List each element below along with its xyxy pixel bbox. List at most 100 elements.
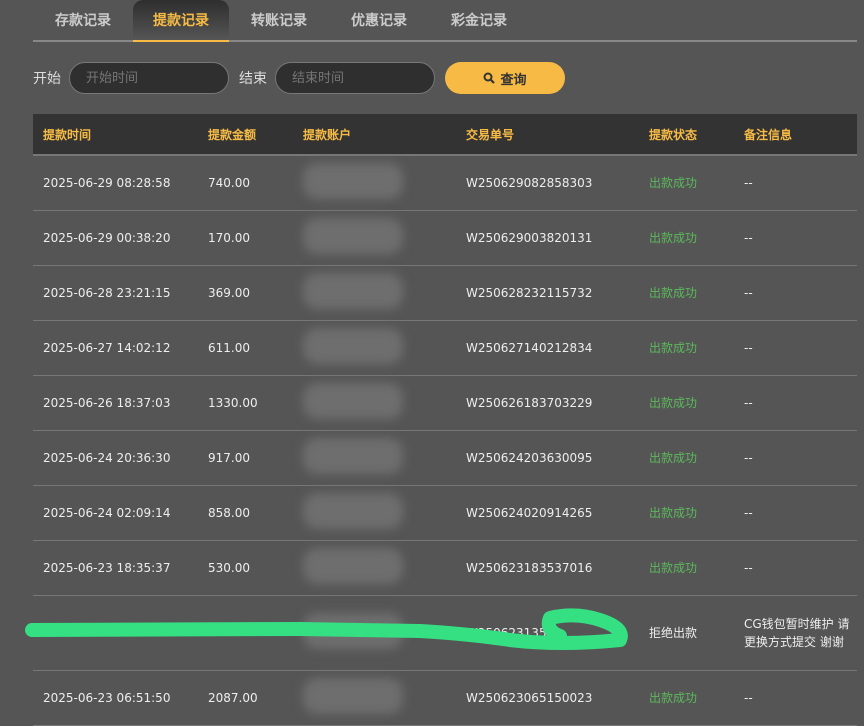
table-row: 2025-06-24 02:09:14 858.00 W25062402091426… — [33, 485, 857, 541]
cell-note: -- — [734, 210, 857, 266]
cell-time: 2025-06-23 06:51:50 — [33, 670, 198, 726]
cell-note: -- — [734, 485, 857, 541]
account-blurred — [293, 540, 456, 596]
blurred-account — [303, 218, 403, 254]
cell-amount — [198, 595, 293, 671]
cell-amount: 917.00 — [198, 430, 293, 486]
cell-order: W250626183703229 — [456, 375, 639, 431]
account-blurred — [293, 485, 456, 541]
cell-time: 2025-06-29 00:38:20 — [33, 210, 198, 266]
filter-bar: 开始 结束 查询 — [33, 62, 565, 94]
end-label: 结束 — [239, 71, 267, 87]
cell-amount: 611.00 — [198, 320, 293, 376]
cell-time: 2025-06-23 18:35:37 — [33, 540, 198, 596]
cell-note: -- — [734, 540, 857, 596]
cell-order: W250628232115732 — [456, 265, 639, 321]
account-blurred — [293, 265, 456, 321]
account-blurred — [293, 155, 456, 211]
cell-time: 2025-06-24 20:36:30 — [33, 430, 198, 486]
start-time-input[interactable] — [69, 62, 229, 94]
cell-status: 出款成功 — [639, 155, 734, 211]
cell-note: -- — [734, 265, 857, 321]
cell-status: 出款成功 — [639, 375, 734, 431]
cell-amount: 369.00 — [198, 265, 293, 321]
table-row: 2025-06-28 23:21:15 369.00 W25062823211573… — [33, 265, 857, 321]
cell-order: W250627140212834 — [456, 320, 639, 376]
account-blurred — [293, 320, 456, 376]
cell-order: W250624203630095 — [456, 430, 639, 486]
cell-time — [33, 595, 198, 671]
record-tabs: 存款记录 提款记录 转账记录 优惠记录 彩金记录 — [33, 0, 857, 42]
cell-note: -- — [734, 320, 857, 376]
account-blurred — [293, 210, 456, 266]
table-row: 2025-06-29 08:28:58 740.00 W25062908285830… — [33, 155, 857, 211]
column-header: 提款金额 — [198, 114, 293, 156]
cell-status: 拒绝出款 — [639, 595, 734, 671]
account-blurred — [293, 595, 456, 671]
cell-time: 2025-06-26 18:37:03 — [33, 375, 198, 431]
cell-order: W250629003820131 — [456, 210, 639, 266]
cell-order: W250624020914265 — [456, 485, 639, 541]
query-button[interactable]: 查询 — [445, 62, 565, 94]
tab-0[interactable]: 存款记录 — [55, 13, 111, 29]
tab-2[interactable]: 转账记录 — [251, 13, 307, 29]
account-blurred — [293, 670, 456, 726]
cell-time: 2025-06-27 14:02:12 — [33, 320, 198, 376]
table-row: W2506231354 拒绝出款 CG钱包暂时维护 请更换方式提交 谢谢 — [33, 595, 857, 671]
cell-time: 2025-06-29 08:28:58 — [33, 155, 198, 211]
column-header: 备注信息 — [734, 114, 857, 156]
blurred-account — [303, 613, 403, 649]
start-label: 开始 — [33, 71, 61, 87]
cell-note: CG钱包暂时维护 请更换方式提交 谢谢 — [734, 595, 857, 671]
cell-time: 2025-06-28 23:21:15 — [33, 265, 198, 321]
table-row: 2025-06-24 20:36:30 917.00 W25062420363009… — [33, 430, 857, 486]
cell-amount: 530.00 — [198, 540, 293, 596]
blurred-account — [303, 273, 403, 309]
blurred-account — [303, 383, 403, 419]
account-blurred — [293, 430, 456, 486]
cell-amount: 2087.00 — [198, 670, 293, 726]
column-header: 提款时间 — [33, 114, 198, 156]
table-row: 2025-06-23 18:35:37 530.00 W25062318353701… — [33, 540, 857, 596]
table-row: 2025-06-29 00:38:20 170.00 W25062900382013… — [33, 210, 857, 266]
cell-status: 出款成功 — [639, 540, 734, 596]
cell-note: -- — [734, 375, 857, 431]
tab-3[interactable]: 优惠记录 — [351, 13, 407, 29]
blurred-account — [303, 493, 403, 529]
column-header: 提款状态 — [639, 114, 734, 156]
cell-amount: 170.00 — [198, 210, 293, 266]
cell-status: 出款成功 — [639, 210, 734, 266]
tab-4[interactable]: 彩金记录 — [451, 13, 507, 29]
search-icon — [483, 72, 496, 84]
cell-order: W250629082858303 — [456, 155, 639, 211]
blurred-account — [303, 328, 403, 364]
query-label: 查询 — [500, 71, 527, 87]
column-header: 交易单号 — [456, 114, 639, 156]
cell-note: -- — [734, 670, 857, 726]
account-blurred — [293, 375, 456, 431]
blurred-account — [303, 438, 403, 474]
column-header: 提款账户 — [293, 114, 456, 156]
blurred-account — [303, 163, 403, 200]
table-row: 2025-06-23 06:51:50 2087.00 W2506230651500… — [33, 670, 857, 726]
cell-note: -- — [734, 430, 857, 486]
cell-amount: 1330.00 — [198, 375, 293, 431]
table-row: 2025-06-26 18:37:03 1330.00 W2506261837032… — [33, 375, 857, 431]
cell-amount: 858.00 — [198, 485, 293, 541]
cell-order: W2506231354 — [456, 595, 639, 671]
cell-order: W250623183537016 — [456, 540, 639, 596]
end-time-input[interactable] — [275, 62, 435, 94]
table-row: 2025-06-27 14:02:12 611.00 W25062714021283… — [33, 320, 857, 376]
cell-status: 出款成功 — [639, 670, 734, 726]
cell-status: 出款成功 — [639, 265, 734, 321]
cell-time: 2025-06-24 02:09:14 — [33, 485, 198, 541]
tab-1[interactable]: 提款记录 — [133, 0, 229, 42]
cell-order: W250623065150023 — [456, 670, 639, 726]
blurred-account — [303, 678, 403, 714]
withdrawal-table: 提款时间 提款金额 提款账户 交易单号 提款状态 备注信息 2025-06-29 08:2… — [33, 114, 857, 726]
blurred-account — [303, 548, 403, 584]
cell-note: -- — [734, 155, 857, 211]
cell-status: 出款成功 — [639, 485, 734, 541]
cell-status: 出款成功 — [639, 430, 734, 486]
cell-amount: 740.00 — [198, 155, 293, 211]
